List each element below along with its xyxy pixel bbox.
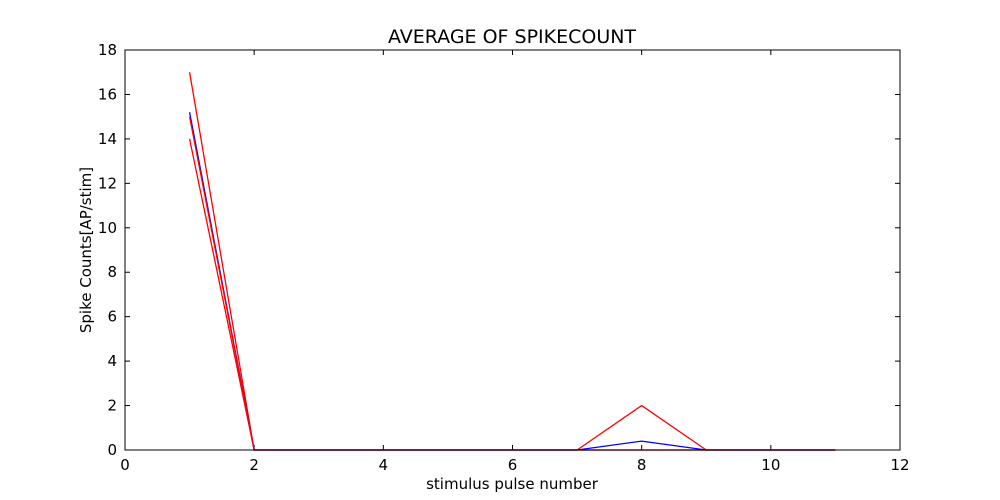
plot-area bbox=[188, 72, 836, 451]
x-tick-label: 2 bbox=[249, 456, 259, 474]
y-tick-label: 6 bbox=[107, 308, 117, 326]
chart-title: AVERAGE OF SPIKECOUNT bbox=[388, 26, 636, 48]
y-axis-label: Spike Counts[AP/stim] bbox=[77, 167, 95, 333]
plot-frame bbox=[124, 49, 901, 451]
x-tick-label: 10 bbox=[761, 456, 780, 474]
axis-ticks: 0 2 4 6 8 10 12 0 2 4 6 8 10 12 14 16 18 bbox=[98, 41, 910, 474]
x-tick-label: 8 bbox=[637, 456, 647, 474]
y-tick-label: 10 bbox=[98, 219, 117, 237]
y-tick-label: 8 bbox=[107, 263, 117, 281]
series-line-1 bbox=[188, 72, 836, 451]
x-tick-label: 0 bbox=[120, 456, 130, 474]
y-tick-label: 2 bbox=[107, 397, 117, 415]
x-tick-label: 4 bbox=[379, 456, 389, 474]
y-tick-label: 0 bbox=[107, 441, 117, 459]
y-tick-label: 14 bbox=[98, 130, 117, 148]
series-line-4 bbox=[188, 116, 836, 451]
y-tick-label: 12 bbox=[98, 174, 117, 192]
x-tick-label: 6 bbox=[508, 456, 518, 474]
y-tick-label: 4 bbox=[107, 352, 117, 370]
y-tick-label: 16 bbox=[98, 85, 117, 103]
y-tick-label: 18 bbox=[98, 41, 117, 59]
series-line-3 bbox=[188, 112, 836, 451]
series-line-2 bbox=[188, 138, 836, 451]
x-axis-label: stimulus pulse number bbox=[426, 475, 599, 493]
x-tick-label: 12 bbox=[890, 456, 909, 474]
